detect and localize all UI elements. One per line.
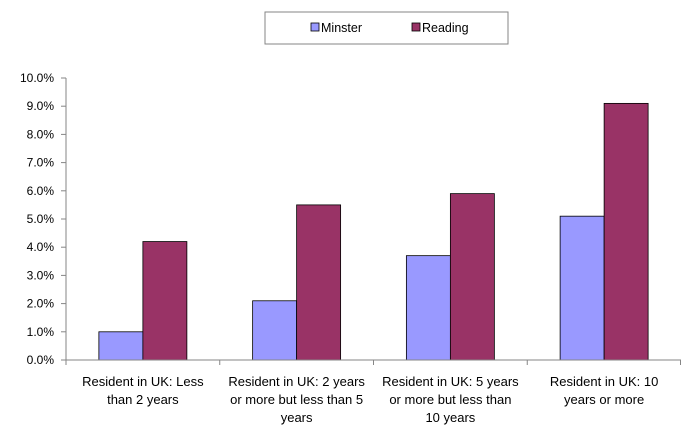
x-category-label: Resident in UK: 10 years or more <box>550 374 658 407</box>
bar-minster <box>98 331 144 361</box>
y-tick-label: 7.0% <box>27 156 55 170</box>
y-axis-ticks: 0.0% 1.0% 2.0% 3.0% 4.0% 5.0% 6.0% 7.0% 8.0% 9.0%… <box>20 71 66 367</box>
legend-swatch-reading <box>411 22 421 32</box>
y-tick-label: 0.0% <box>27 353 55 367</box>
x-category-label: Resident in UK: Less than 2 years <box>82 374 204 407</box>
bar-reading <box>449 193 495 361</box>
legend-swatch-minster <box>310 22 320 32</box>
y-tick-label: 10.0% <box>20 71 54 85</box>
y-tick-label: 6.0% <box>27 184 55 198</box>
legend-label-reading: Reading <box>422 21 469 35</box>
bar-minster <box>405 255 451 361</box>
y-tick-label: 8.0% <box>27 127 55 141</box>
x-category-label: Resident in UK: 5 years or more but less … <box>382 374 519 425</box>
legend: Minster Reading <box>264 11 509 45</box>
y-tick-label: 4.0% <box>27 240 55 254</box>
bar-reading <box>296 204 342 361</box>
bar-reading <box>603 102 649 361</box>
y-tick-label: 3.0% <box>27 268 55 282</box>
y-tick-label: 9.0% <box>27 99 55 113</box>
y-tick-label: 2.0% <box>27 297 55 311</box>
legend-label-minster: Minster <box>321 21 362 35</box>
y-tick-label: 1.0% <box>27 325 55 339</box>
bar-minster <box>559 215 605 361</box>
x-axis-labels: Resident in UK: Less than 2 years Resident… <box>82 374 658 425</box>
bars <box>98 102 649 361</box>
y-tick-label: 5.0% <box>27 212 55 226</box>
bar-minster <box>252 300 298 361</box>
x-category-label: Resident in UK: 2 years or more but less … <box>228 374 365 425</box>
legend-box <box>264 11 509 45</box>
bar-reading <box>142 241 188 361</box>
